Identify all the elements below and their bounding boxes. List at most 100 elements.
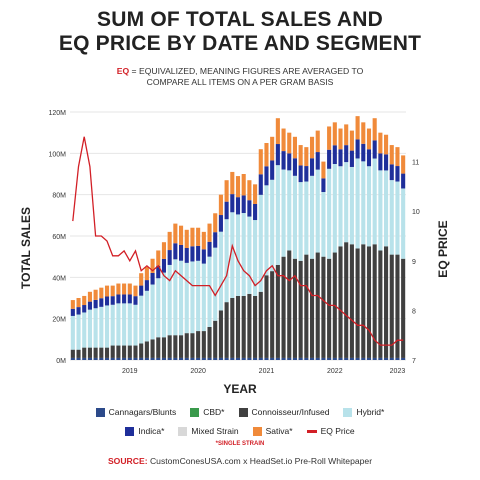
bar-segment: [218, 357, 223, 360]
bar-segment: [378, 153, 383, 171]
bar-segment: [87, 301, 92, 310]
bar-segment: [378, 132, 383, 154]
bar-segment: [389, 145, 394, 165]
bar-segment: [327, 126, 332, 150]
legend-label: Indica*: [138, 426, 165, 436]
bar-segment: [207, 223, 212, 242]
bar-segment: [258, 194, 263, 292]
bar-segment: [156, 265, 161, 279]
bar-segment: [298, 260, 303, 358]
bar-segment: [156, 357, 161, 360]
bar-segment: [99, 298, 104, 307]
bar-segment: [207, 241, 212, 257]
bar-segment: [207, 357, 212, 360]
eq-key: EQ: [116, 66, 130, 76]
legend-row-1: Cannagars/Blunts CBD* Connoisseur/Infused H…: [0, 407, 480, 417]
bar-segment: [275, 357, 280, 360]
y-axis-title-right: EQ PRICE: [436, 220, 450, 278]
bar-segment: [401, 258, 406, 358]
bar-segment: [275, 144, 280, 166]
bar-segment: [235, 214, 241, 296]
bar-segment: [104, 285, 110, 297]
bar-segment: [127, 303, 132, 346]
bar-segment: [139, 285, 144, 296]
bar-segment: [401, 188, 406, 259]
bar-segment: [196, 357, 201, 360]
bar-segment: [241, 357, 246, 360]
bar-segment: [156, 278, 161, 338]
bar-segment: [179, 335, 184, 358]
bar-segment: [287, 250, 292, 358]
bar-segment: [315, 169, 320, 253]
bar-segment: [321, 256, 326, 358]
bar-segment: [224, 302, 229, 358]
bar-segment: [213, 247, 218, 321]
bar-segment: [321, 161, 326, 179]
bar-segment: [395, 147, 400, 167]
bar-segment: [264, 357, 269, 360]
bar-segment: [344, 124, 349, 146]
source-label: SOURCE:: [107, 456, 148, 466]
bar-segment: [361, 244, 366, 358]
bar-segment: [104, 305, 110, 348]
y2-tick-label: 7: [412, 358, 416, 365]
bar-segment: [304, 254, 309, 358]
bar-segment: [332, 122, 337, 146]
bar-segment: [82, 295, 87, 306]
bar-segment: [344, 357, 349, 360]
bar-segment: [93, 357, 98, 360]
bar-segment: [344, 162, 349, 243]
bar-segment: [87, 357, 92, 360]
bar-segment: [144, 267, 149, 281]
bar-segment: [292, 136, 297, 159]
bar-segment: [395, 166, 400, 182]
bar-segment: [87, 347, 92, 358]
bar-segment: [298, 165, 303, 183]
bar-segment: [82, 312, 87, 348]
bar-segment: [395, 254, 400, 358]
bar-segment: [304, 166, 309, 182]
chart-title: SUM OF TOTAL SALES AND EQ PRICE BY DATE …: [0, 8, 480, 56]
bar-segment: [133, 357, 138, 360]
bar-segment: [173, 243, 178, 260]
legend-swatch: [95, 407, 105, 417]
bar-segment: [70, 357, 75, 360]
bar-segment: [127, 283, 132, 295]
x-tick-label: 2021: [259, 368, 275, 375]
bar-segment: [253, 220, 258, 296]
bar-segment: [218, 231, 223, 311]
legend-item: Connoisseur/Infused: [238, 407, 329, 417]
bar-segment: [355, 158, 360, 249]
bar-segment: [161, 337, 167, 358]
bar-segment: [304, 357, 309, 360]
legend-row-2: Indica* Mixed Strain Sativa* EQ Price: [0, 426, 480, 436]
bar-segment: [76, 298, 81, 308]
bar-segment: [127, 294, 132, 304]
bar-segment: [401, 357, 406, 360]
bar-segment: [349, 130, 354, 151]
bar-segment: [218, 310, 223, 358]
bar-segment: [201, 263, 206, 332]
bar-segment: [110, 345, 115, 358]
bar-segment: [190, 261, 195, 334]
bar-segment: [355, 248, 360, 358]
bar-segment: [270, 160, 275, 180]
bar-segment: [150, 272, 155, 285]
bar-segment: [139, 295, 144, 344]
bar-segment: [224, 180, 229, 202]
bar-segment: [327, 258, 332, 358]
bar-segment: [264, 185, 269, 276]
bar-segment: [99, 306, 104, 348]
bar-segment: [384, 246, 389, 358]
bar-segment: [361, 357, 366, 360]
bar-segment: [167, 335, 172, 358]
legend-swatch: [238, 407, 248, 417]
bar-segment: [99, 287, 104, 299]
bar-segment: [179, 260, 184, 336]
bar-segment: [338, 166, 343, 247]
bar-segment: [389, 164, 394, 181]
y2-tick-label: 8: [412, 308, 416, 315]
bar-segment: [173, 259, 178, 336]
bar-segment: [309, 158, 315, 176]
bar-segment: [309, 357, 315, 360]
